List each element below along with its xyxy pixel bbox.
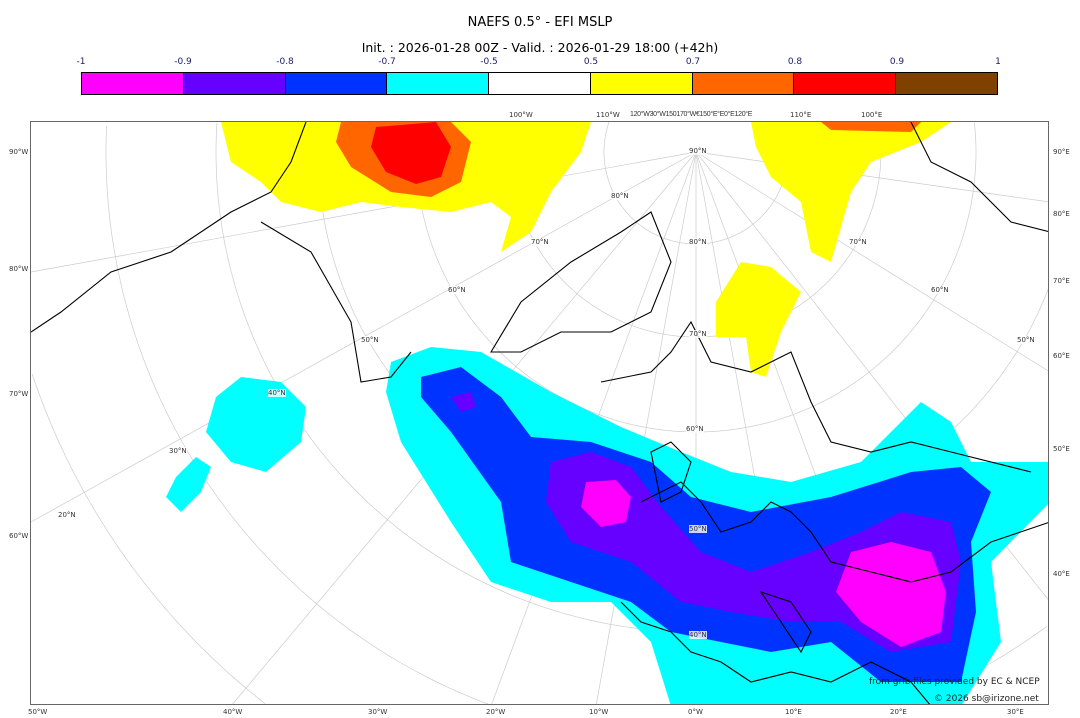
axis-label-bottom: 20°E (890, 708, 907, 716)
axis-label-bottom: 30°E (1007, 708, 1024, 716)
lat-label: 50°N (361, 336, 379, 344)
colorbar-label: 0.5 (583, 57, 599, 67)
colorbar-segment (387, 73, 490, 94)
axis-label-right: 80°E (1053, 210, 1070, 218)
axis-label-right: 60°E (1053, 352, 1070, 360)
colorbar-label: -1 (76, 57, 86, 67)
colorbar-label: 0.8 (787, 57, 803, 67)
lat-label: 80°N (611, 192, 629, 200)
chart-title: NAEFS 0.5° - EFI MSLP (467, 15, 613, 30)
colorbar-label: 1 (995, 57, 1001, 67)
colorbar-segment (794, 73, 897, 94)
colorbar (81, 72, 998, 95)
axis-label-left: 70°W (9, 390, 29, 398)
colorbar-label: -0.8 (276, 57, 294, 67)
lat-label: 50°N (689, 525, 707, 533)
colorbar-label: 0.9 (889, 57, 905, 67)
negative-anomaly-areas (166, 347, 1048, 704)
axis-label-left: 80°W (9, 265, 29, 273)
lat-label: 60°N (931, 286, 949, 294)
colorbar-label: -0.5 (480, 57, 498, 67)
lat-label: 70°N (689, 330, 707, 338)
axis-label-left: 90°W (9, 148, 29, 156)
efi-map (31, 122, 1048, 704)
positive-anomaly-areas (221, 122, 951, 377)
axis-label-bottom: 30°W (368, 708, 388, 716)
chart-subtitle: Init. : 2026-01-28 00Z - Valid. : 2026-0… (361, 40, 719, 55)
coastlines (31, 122, 1048, 704)
lat-label: 60°N (448, 286, 466, 294)
axis-label-top: 110°E (790, 111, 812, 119)
map-panel: 90°N 80°N 70°N 60°N 50°N 40°N 80°N 70°N … (30, 121, 1049, 705)
colorbar-label: -0.9 (174, 57, 192, 67)
credits-copyright: © 2026 sb@irizone.net (934, 694, 1039, 704)
colorbar-segment (82, 73, 184, 94)
axis-label-right: 50°E (1053, 445, 1070, 453)
axis-label-bottom: 0°W (688, 708, 703, 716)
lat-label: 30°N (169, 447, 187, 455)
colorbar-segment (896, 73, 998, 94)
lat-label: 40°N (689, 631, 707, 639)
credits-source: from grib files provided by EC & NCEP (869, 677, 1040, 687)
axis-label-top: 110°W (596, 111, 620, 119)
colorbar-segment (285, 73, 388, 94)
latitude-circle (31, 373, 266, 704)
axis-label-top: 100°W (509, 111, 533, 119)
axis-label-bottom: 20°W (486, 708, 506, 716)
axis-label-bottom: 50°W (28, 708, 48, 716)
lat-label: 70°N (531, 238, 549, 246)
colorbar-segment (692, 73, 795, 94)
lat-label: 60°N (686, 425, 704, 433)
colorbar-segment (183, 73, 286, 94)
lat-label: 40°N (268, 389, 286, 397)
axis-label-right: 40°E (1053, 570, 1070, 578)
lat-label: 20°N (58, 511, 76, 519)
colorbar-segment (489, 73, 591, 94)
axis-label-left: 60°W (9, 532, 29, 540)
lat-label: 70°N (849, 238, 867, 246)
axis-label-bottom: 10°W (589, 708, 609, 716)
axis-label-right: 90°E (1053, 148, 1070, 156)
axis-label-right: 70°E (1053, 277, 1070, 285)
latitude-circle (415, 122, 977, 433)
axis-label-bottom: 10°E (785, 708, 802, 716)
lat-label: 90°N (689, 147, 707, 155)
axis-label-bottom: 40°W (223, 708, 243, 716)
colorbar-label: -0.7 (378, 57, 396, 67)
lat-label: 50°N (1017, 336, 1035, 344)
colorbar-segment (590, 73, 693, 94)
lat-label: 80°N (689, 238, 707, 246)
axis-label-top: 120°W30°W150170°W€150°E°E0°E120°E (630, 111, 753, 118)
colorbar-label: 0.7 (685, 57, 701, 67)
axis-label-top: 100°E (861, 111, 883, 119)
